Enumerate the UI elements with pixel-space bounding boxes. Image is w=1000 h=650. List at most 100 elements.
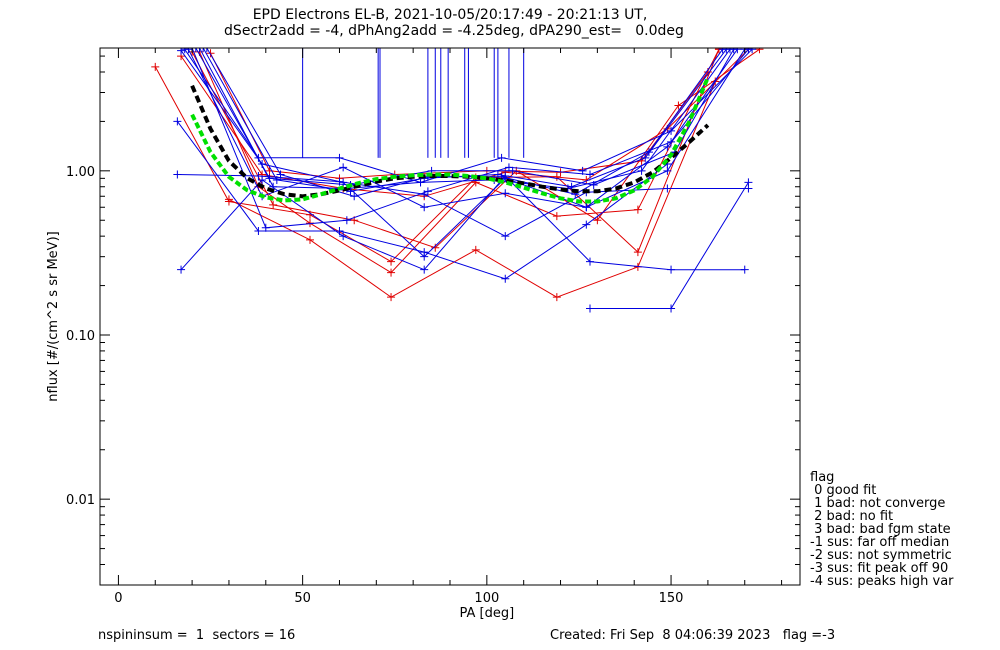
data-point-marker: [431, 243, 440, 252]
data-point-marker: [177, 48, 186, 55]
legend-item: 0 good fit: [810, 483, 877, 498]
data-point-marker: [641, 153, 650, 162]
series-line: [154, 49, 720, 263]
data-point-marker: [667, 265, 676, 274]
x-tick-label: 50: [294, 591, 311, 606]
legend-item: -1 sus: far off median: [810, 535, 950, 550]
legend-item: -4 sus: peaks high var: [810, 574, 954, 589]
data-point-marker: [633, 248, 642, 257]
data-point-marker: [740, 265, 749, 274]
data-point-marker: [582, 203, 591, 212]
legend-title: flag: [810, 470, 835, 485]
x-tick-label: 150: [659, 591, 684, 606]
legend-item: -2 sus: not symmetric: [810, 548, 952, 563]
legend-item: 3 bad: bad fgm state: [810, 522, 951, 537]
data-point-marker: [674, 101, 683, 110]
data-point-marker: [206, 49, 215, 58]
data-point-marker: [202, 48, 211, 52]
data-point-marker: [387, 268, 396, 277]
data-point-marker: [501, 189, 510, 198]
series-line: [180, 175, 745, 271]
data-point-marker: [593, 216, 602, 225]
data-point-marker: [173, 170, 182, 179]
plot-frame: [99, 47, 801, 586]
data-point-marker: [199, 48, 208, 52]
data-point-marker: [261, 223, 270, 232]
data-point-marker: [667, 137, 676, 146]
data-point-marker: [335, 227, 344, 235]
data-point-marker: [637, 166, 646, 175]
data-point-marker: [339, 163, 348, 172]
data-point-marker: [582, 220, 591, 229]
data-point-marker: [726, 48, 734, 54]
series-line: [191, 48, 738, 229]
chart-title-line1: EPD Electrons EL-B, 2021-10-05/20:17:49 …: [252, 7, 648, 23]
data-point-marker: [586, 257, 594, 266]
data-point-marker: [663, 142, 672, 151]
legend-item: -3 sus: fit peak off 90: [810, 561, 949, 576]
data-point-marker: [718, 48, 727, 54]
fit-curve-green: [190, 76, 710, 204]
series-layer: [151, 48, 764, 313]
fit-curve-black: [190, 84, 710, 199]
data-point-marker: [420, 265, 429, 274]
axes-layer: 0 50 100 150 0.01 0.10 1.00 PA [deg] nflux [#/(c…: [46, 47, 801, 621]
series-line: [210, 53, 709, 179]
data-point-marker: [151, 62, 160, 71]
data-point-marker: [265, 174, 274, 183]
footer-nspin: nspininsum = 1 sectors = 16: [98, 628, 296, 643]
data-point-marker: [755, 48, 764, 54]
data-point-marker: [586, 170, 594, 179]
data-point-marker: [342, 216, 351, 225]
data-point-marker: [667, 304, 676, 313]
data-point-marker: [420, 252, 429, 261]
data-point-marker: [633, 205, 642, 214]
data-point-marker: [423, 187, 432, 196]
data-point-marker: [269, 200, 278, 209]
data-point-marker: [350, 192, 359, 201]
data-point-marker: [504, 163, 513, 172]
data-point-marker: [184, 48, 193, 54]
data-point-marker: [552, 293, 561, 302]
data-point-marker: [254, 227, 263, 235]
flag-legend: flag 0 good fit 1 bad: not converge 2 ba…: [810, 471, 954, 588]
x-tick-label: 100: [474, 591, 499, 606]
data-point-marker: [335, 153, 344, 162]
data-point-marker: [306, 235, 314, 244]
data-point-marker: [339, 232, 348, 241]
data-point-marker: [501, 232, 510, 241]
data-point-marker: [272, 175, 281, 184]
data-point-marker: [254, 172, 263, 181]
data-point-marker: [339, 178, 348, 187]
data-point-marker: [177, 265, 186, 274]
data-point-marker: [508, 166, 517, 175]
series-line: [184, 48, 753, 183]
series-line: [199, 49, 720, 274]
footer-created: Created: Fri Sep 8 04:06:39 2023 flag =-…: [550, 628, 836, 643]
chart-title-line2: dSectr2add = -4, dPhAng2add = -4.25deg, …: [224, 23, 684, 39]
data-point-marker: [191, 48, 200, 52]
series-line: [199, 48, 731, 190]
fit-layer: [190, 76, 710, 204]
data-point-marker: [552, 212, 561, 221]
series-line: [195, 48, 735, 186]
y-tick-label: 0.01: [66, 493, 95, 508]
data-point-marker: [387, 257, 396, 266]
data-point-marker: [416, 178, 425, 187]
data-point-marker: [471, 245, 480, 254]
data-point-marker: [173, 117, 182, 126]
data-point-marker: [420, 203, 429, 212]
x-axis-label: PA [deg]: [459, 606, 514, 621]
series-line: [590, 182, 749, 309]
series-line: [191, 48, 760, 249]
data-point-marker: [258, 175, 267, 184]
x-tick-label: 0: [114, 591, 122, 606]
data-point-marker: [644, 148, 653, 157]
legend-item: 2 bad: no fit: [810, 509, 894, 524]
y-axis-label: nflux [#/(cm^2 s sr MeV)]: [46, 231, 61, 401]
data-point-marker: [387, 293, 396, 302]
data-point-marker: [586, 304, 594, 313]
y-tick-label: 1.00: [66, 165, 95, 180]
data-point-marker: [471, 178, 480, 187]
